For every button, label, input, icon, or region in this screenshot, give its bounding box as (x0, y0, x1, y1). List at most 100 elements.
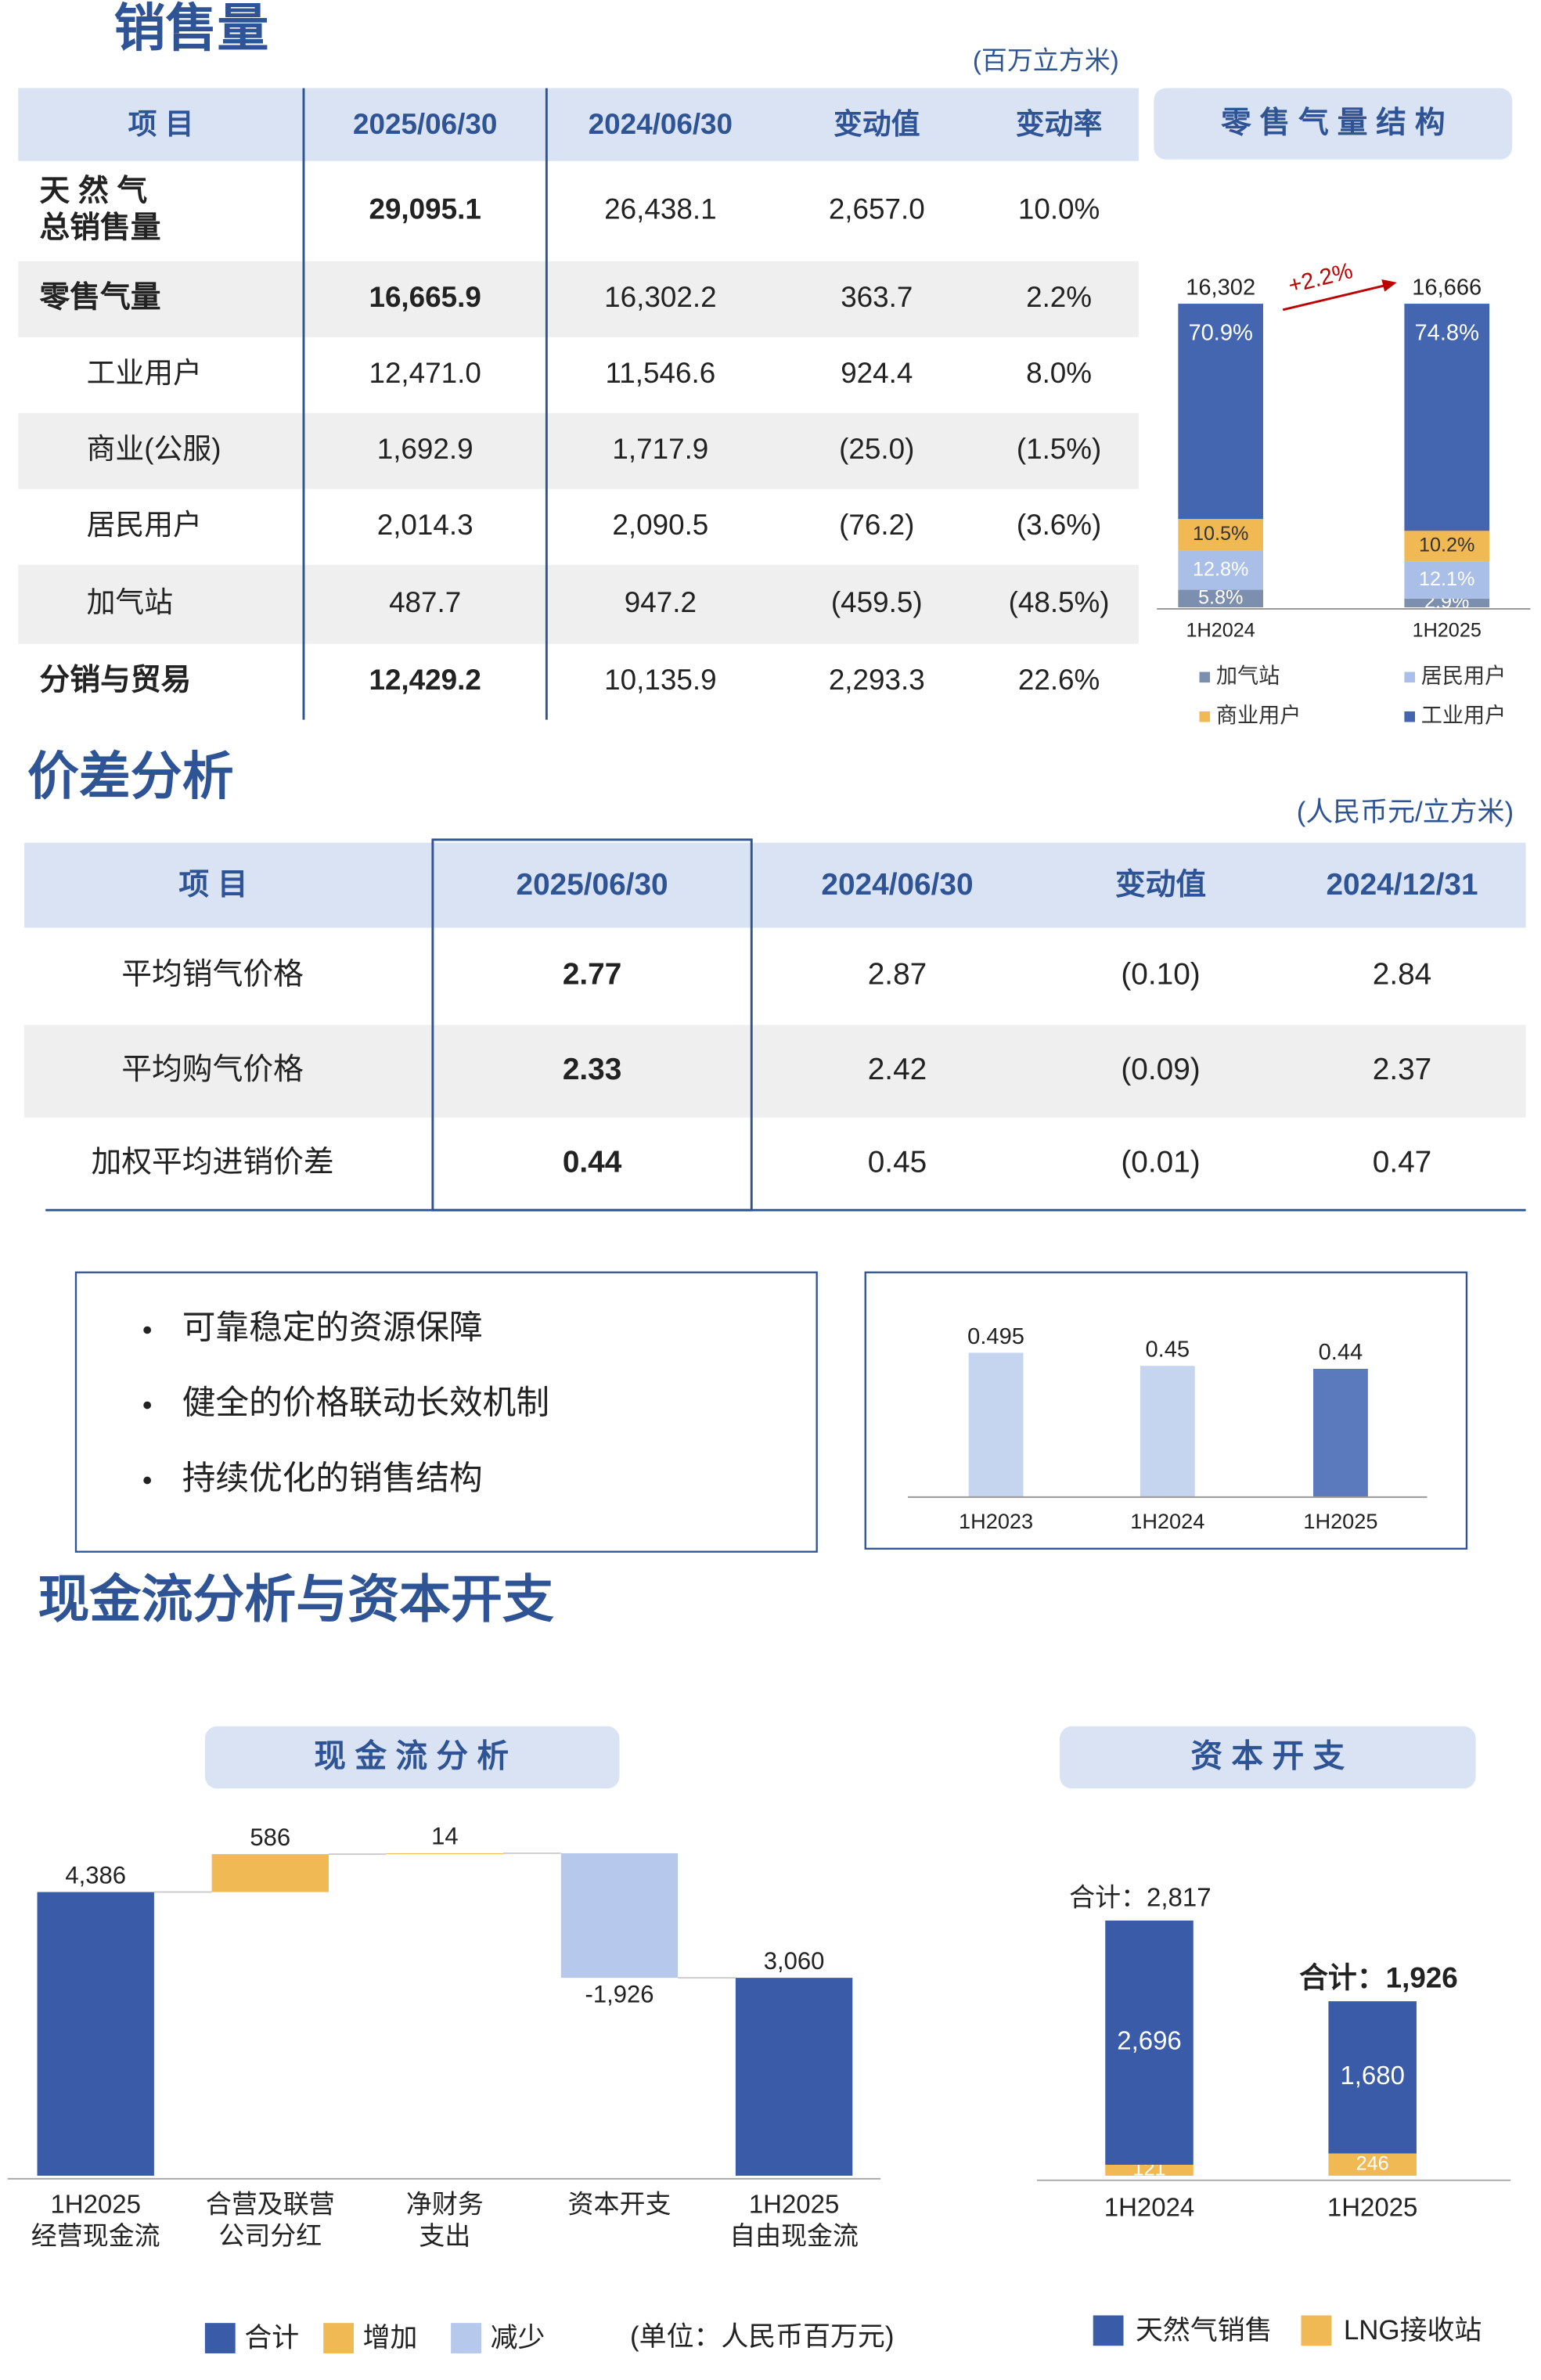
table-cell: 16,302.2 (604, 281, 716, 313)
table-cell: (0.10) (1121, 958, 1200, 992)
bar (968, 1352, 1024, 1497)
bar (1313, 1368, 1368, 1497)
bar-segment (1328, 2153, 1417, 2176)
bar-segment (1404, 304, 1490, 531)
row-bg (18, 412, 1139, 489)
header-cell: 项 目 (178, 868, 247, 902)
table-cell: 363.7 (841, 281, 913, 313)
bar-segment (1404, 598, 1490, 608)
table-header-bg (24, 842, 1526, 928)
row-label: 居民用户 (87, 509, 202, 541)
table-cell: 29,095.1 (369, 193, 481, 225)
table-cell: 10,135.9 (604, 664, 716, 696)
table-cell: 2,090.5 (612, 509, 708, 541)
header-cell: 变动率 (1016, 108, 1103, 140)
x-tick-label: 自由现金流 (729, 2221, 859, 2250)
legend-swatch (204, 2323, 236, 2353)
row-label: 零售气量 (39, 281, 160, 315)
table-cell: (25.0) (839, 433, 914, 465)
table-cell: 2,657.0 (829, 193, 925, 225)
highlight-text: 可靠稳定的资源保障 (182, 1309, 483, 1347)
header-cell: 项 目 (128, 108, 194, 140)
total-label: 合计：2,817 (1069, 1882, 1211, 1911)
legend-swatch (1199, 711, 1211, 722)
table-cell: 2,014.3 (377, 509, 473, 541)
panel-title-bg (204, 1726, 620, 1789)
legend-label: 合计 (244, 2323, 299, 2353)
row-bg (18, 261, 1139, 337)
table-cell: (1.5%) (1017, 433, 1102, 465)
highlight-text: 持续优化的销售结构 (182, 1460, 483, 1497)
table-cell: 11,546.6 (606, 357, 716, 389)
header-cell: 2025/06/30 (353, 108, 497, 140)
value-label: 246 (1356, 2152, 1389, 2174)
table-cell: 2.77 (563, 958, 621, 992)
table-cell: 2,293.3 (829, 664, 925, 696)
highlight-box (74, 1271, 818, 1553)
bar (560, 1853, 679, 1979)
table-cell: 924.4 (841, 357, 913, 389)
section-title: 价差分析 (27, 747, 234, 805)
value-label: 3,060 (764, 1947, 825, 1975)
value-label: 12.8% (1193, 558, 1248, 580)
x-tick-label: 支出 (419, 2221, 470, 2250)
table-header-bg (18, 88, 1139, 161)
legend-swatch (1404, 672, 1415, 683)
section-title: 现金流分析与资本开支 (38, 1570, 553, 1628)
legend-label: 减少 (491, 2323, 545, 2353)
x-tick-label: 1H2025 (749, 2189, 840, 2218)
panel-title: 资 本 开 支 (1190, 1737, 1345, 1773)
growth-arrow (1282, 284, 1385, 311)
legend-label: 商业用户 (1216, 703, 1302, 727)
legend-swatch (451, 2323, 481, 2353)
bar-segment (1105, 2164, 1194, 2176)
row-label: 总销售量 (39, 211, 160, 244)
table-cell: 947.2 (625, 586, 697, 618)
value-label: 1,680 (1340, 2061, 1405, 2090)
x-tick-label: 1H2025 (1327, 2192, 1418, 2221)
bar-segment (1404, 561, 1490, 599)
legend-label: LNG接收站 (1344, 2315, 1482, 2346)
row-label: 分销与贸易 (39, 663, 191, 697)
bar-segment (1178, 519, 1263, 551)
row-bg (24, 1024, 1526, 1118)
row-label: 商业(公服) (87, 433, 221, 465)
bar (1140, 1366, 1195, 1497)
legend-swatch (1404, 711, 1415, 722)
highlight-text: 健全的价格联动长效机制 (182, 1384, 549, 1422)
table-cell: 8.0% (1026, 357, 1092, 389)
x-tick-label: 1H2025 (50, 2189, 141, 2218)
table-cell: 0.44 (563, 1145, 622, 1179)
legend-label: 天然气销售 (1136, 2315, 1273, 2346)
table-cell: 12,471.0 (369, 357, 481, 389)
panel-title: 现 金 流 分 析 (314, 1737, 509, 1773)
table-cell: 22.6% (1018, 664, 1100, 696)
bar (735, 1978, 853, 2176)
table-cell: (459.5) (831, 586, 923, 618)
table-cell: (3.6%) (1017, 509, 1102, 541)
table-cell: 487.7 (389, 586, 461, 618)
legend-label: 工业用户 (1421, 703, 1507, 727)
x-tick-label: 1H2024 (1186, 620, 1255, 642)
table-cell: 2.37 (1373, 1053, 1431, 1086)
value-label: 0.44 (1319, 1340, 1363, 1365)
row-label: 工业用户 (87, 357, 202, 389)
header-cell: 变动值 (1115, 868, 1206, 902)
legend-swatch (1301, 2315, 1332, 2346)
value-label: 74.8% (1414, 321, 1478, 346)
x-tick-label: 净财务 (406, 2189, 484, 2218)
table-cell: 10.0% (1018, 193, 1100, 225)
total-label: 合计：1,926 (1299, 1962, 1458, 1994)
table-cell: 26,438.1 (604, 193, 716, 225)
value-label: 0.495 (967, 1324, 1024, 1349)
x-tick-label: 合营及联营 (206, 2189, 335, 2218)
legend-swatch (323, 2323, 354, 2353)
table-cell: 2.84 (1373, 958, 1431, 992)
bar-segment (1178, 550, 1263, 590)
table-cell: 2.42 (868, 1053, 927, 1086)
table-cell: 12,429.2 (369, 664, 481, 696)
row-label: 加气站 (87, 586, 174, 618)
value-label: 5.8% (1198, 586, 1243, 608)
value-label: 10.2% (1419, 535, 1474, 556)
